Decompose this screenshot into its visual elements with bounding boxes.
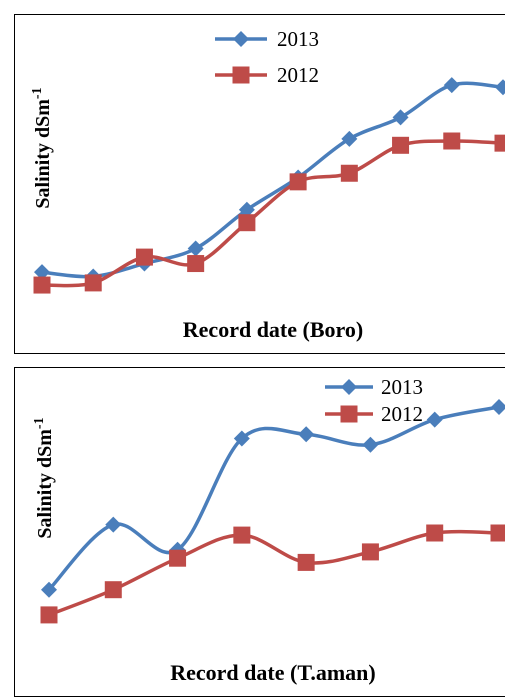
data-point-2013-6 <box>362 437 378 453</box>
legend-item-2013: 2013 <box>325 375 423 399</box>
x-axis-label: Record date (Boro) <box>183 317 363 342</box>
legend-item-2012: 2012 <box>325 402 423 426</box>
data-point-2013-5 <box>298 426 314 442</box>
series-2013 <box>41 399 505 598</box>
data-point-2012-1 <box>41 606 58 623</box>
data-point-2013-4 <box>188 241 204 257</box>
data-point-2012-6 <box>362 543 379 560</box>
legend-label-2013: 2013 <box>277 27 319 51</box>
x-axis-label: Record date (T.aman) <box>170 660 376 685</box>
data-point-2012-3 <box>136 249 153 266</box>
series-2013 <box>34 77 505 284</box>
legend-marker-2013 <box>233 31 249 47</box>
legend-marker-2012 <box>341 406 358 423</box>
legend-label-2013: 2013 <box>381 375 423 399</box>
legend-item-2013: 2013 <box>215 27 319 51</box>
data-point-2012-2 <box>85 274 102 291</box>
chart-panel-taman: Salinity dSm-1 Record date (T.aman) 2013 20… <box>14 367 505 697</box>
y-axis-label: Salinity dSm-1 <box>30 87 54 208</box>
series-line-2013 <box>42 83 503 276</box>
legend-label-2012: 2012 <box>381 402 423 426</box>
legend-item-2012: 2012 <box>215 63 319 87</box>
legend-marker-2012 <box>233 67 250 84</box>
data-point-2012-8 <box>392 137 409 154</box>
series-line-2013 <box>49 407 499 590</box>
data-point-2013-2 <box>105 517 121 533</box>
data-point-2012-1 <box>34 277 51 294</box>
data-point-2013-8 <box>491 399 505 415</box>
data-point-2012-8 <box>491 525 505 542</box>
data-point-2012-4 <box>233 527 250 544</box>
data-point-2012-6 <box>290 173 307 190</box>
data-point-2013-8 <box>393 109 409 125</box>
series-2012 <box>41 525 505 624</box>
data-point-2012-4 <box>187 255 204 272</box>
data-point-2012-10 <box>495 135 505 152</box>
data-point-2012-2 <box>105 581 122 598</box>
line-chart-boro: Salinity dSm-1 Record date (Boro) 2013 2012 <box>15 15 505 355</box>
chart-panel-boro: Salinity dSm-1 Record date (Boro) 2013 2012 <box>14 14 505 354</box>
data-point-2013-7 <box>427 412 443 428</box>
data-point-2012-5 <box>298 554 315 571</box>
series-2012 <box>34 133 505 294</box>
data-point-2012-3 <box>169 550 186 567</box>
data-point-2013-9 <box>444 77 460 93</box>
series-line-2012 <box>42 141 503 286</box>
legend-label-2012: 2012 <box>277 63 319 87</box>
line-chart-taman: Salinity dSm-1 Record date (T.aman) 2013 20… <box>15 368 505 698</box>
data-point-2012-9 <box>443 133 460 150</box>
data-point-2012-7 <box>341 165 358 182</box>
data-point-2012-7 <box>426 525 443 542</box>
legend-marker-2013 <box>341 379 357 395</box>
data-point-2013-10 <box>495 79 505 95</box>
series-line-2012 <box>49 532 499 615</box>
data-point-2012-5 <box>238 214 255 231</box>
y-axis-label: Salinity dSm-1 <box>32 417 56 538</box>
